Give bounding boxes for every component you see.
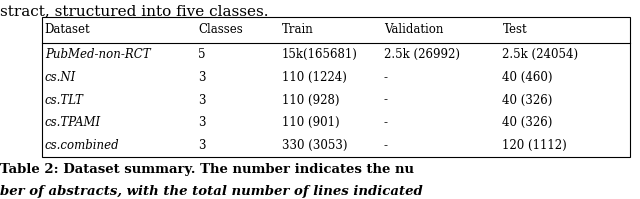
Text: -: - [384, 139, 388, 152]
Text: -: - [384, 94, 388, 106]
Text: Validation: Validation [384, 23, 444, 36]
Text: 120 (1112): 120 (1112) [502, 139, 567, 152]
Bar [42, 17, 630, 157]
Text: cs.combined: cs.combined [45, 139, 120, 152]
Text: 110 (1224): 110 (1224) [282, 71, 346, 84]
Text: Train: Train [282, 23, 314, 36]
Text: Table 2: Dataset summary. The number indicates the nu: Table 2: Dataset summary. The number ind… [0, 163, 414, 176]
Text: cs.NI: cs.NI [45, 71, 76, 84]
Text: 40 (460): 40 (460) [502, 71, 553, 84]
Text: Test: Test [502, 23, 527, 36]
Text: Dataset: Dataset [45, 23, 90, 36]
Text: 2.5k (26992): 2.5k (26992) [384, 48, 460, 61]
Text: 2.5k (24054): 2.5k (24054) [502, 48, 579, 61]
Text: 330 (3053): 330 (3053) [282, 139, 347, 152]
Text: stract, structured into five classes.: stract, structured into five classes. [0, 5, 269, 19]
Text: 3: 3 [198, 139, 206, 152]
Text: 110 (901): 110 (901) [282, 116, 339, 129]
Text: Classes: Classes [198, 23, 243, 36]
Text: PubMed-non-RCT: PubMed-non-RCT [45, 48, 150, 61]
Text: 3: 3 [198, 116, 206, 129]
Text: ber of abstracts, with the total number of lines indicated: ber of abstracts, with the total number … [0, 185, 423, 198]
Text: 5: 5 [198, 48, 206, 61]
Text: 15k(165681): 15k(165681) [282, 48, 358, 61]
Text: 40 (326): 40 (326) [502, 116, 553, 129]
Text: -: - [384, 116, 388, 129]
Text: -: - [384, 71, 388, 84]
Text: 40 (326): 40 (326) [502, 94, 553, 106]
Text: cs.TLT: cs.TLT [45, 94, 84, 106]
Text: cs.TPAMI: cs.TPAMI [45, 116, 101, 129]
Text: 3: 3 [198, 71, 206, 84]
Text: 110 (928): 110 (928) [282, 94, 339, 106]
Text: 3: 3 [198, 94, 206, 106]
